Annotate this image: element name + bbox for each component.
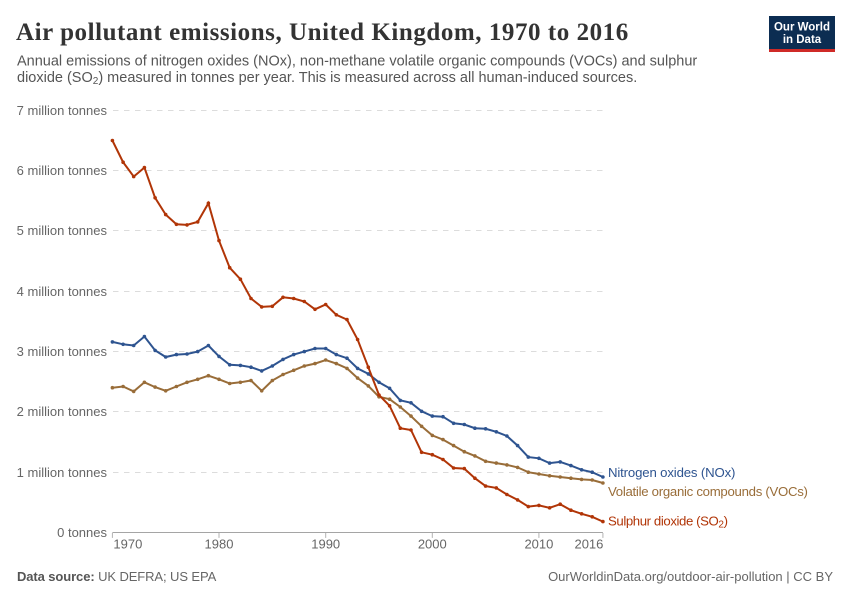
svg-text:Our World: Our World	[774, 22, 830, 34]
svg-text:6 million tonnes: 6 million tonnes	[17, 163, 108, 178]
svg-text:7 million tonnes: 7 million tonnes	[17, 103, 108, 118]
svg-text:dioxide (SO2) measured in tonn: dioxide (SO2) measured in tonnes per yea…	[17, 70, 637, 87]
svg-text:Data source: UK DEFRA; US EPA: Data source: UK DEFRA; US EPA	[17, 569, 217, 584]
svg-text:Air pollutant emissions, Unite: Air pollutant emissions, United Kingdom,…	[16, 19, 629, 46]
svg-text:Volatile organic compounds (VO: Volatile organic compounds (VOCs)	[608, 484, 808, 499]
svg-text:2016: 2016	[574, 537, 603, 552]
svg-text:2000: 2000	[418, 537, 447, 552]
svg-text:4 million tonnes: 4 million tonnes	[17, 284, 108, 299]
svg-text:in Data: in Data	[783, 34, 822, 46]
svg-text:5 million tonnes: 5 million tonnes	[17, 223, 108, 238]
svg-text:Nitrogen oxides (NOx): Nitrogen oxides (NOx)	[608, 465, 735, 480]
svg-text:OurWorldinData.org/outdoor-air: OurWorldinData.org/outdoor-air-pollution…	[548, 569, 833, 584]
svg-text:Sulphur dioxide (SO2): Sulphur dioxide (SO2)	[608, 514, 728, 531]
svg-text:0 tonnes: 0 tonnes	[57, 525, 107, 540]
svg-text:3 million tonnes: 3 million tonnes	[17, 344, 108, 359]
svg-text:Annual emissions of nitrogen o: Annual emissions of nitrogen oxides (NOx…	[17, 54, 697, 70]
svg-text:1970: 1970	[113, 537, 142, 552]
svg-text:2010: 2010	[524, 537, 553, 552]
svg-text:1980: 1980	[205, 537, 234, 552]
svg-text:1990: 1990	[311, 537, 340, 552]
svg-text:2 million tonnes: 2 million tonnes	[17, 404, 108, 419]
svg-text:1 million tonnes: 1 million tonnes	[17, 465, 108, 480]
